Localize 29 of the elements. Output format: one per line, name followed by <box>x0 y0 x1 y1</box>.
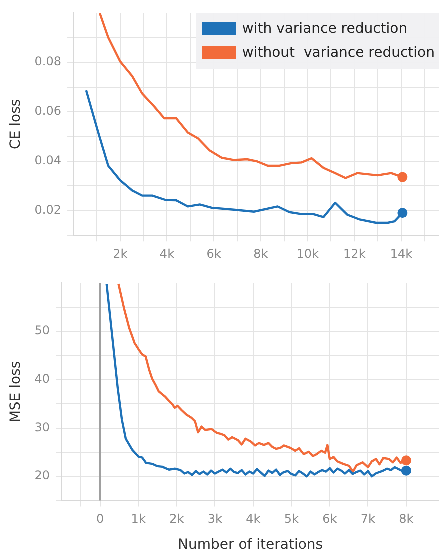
x-tick-label: 6k <box>206 246 222 261</box>
x-tick-label: 8k <box>399 512 414 526</box>
x-tick-label: 2k <box>113 246 128 261</box>
y-tick-label: 0.04 <box>34 154 62 168</box>
x-tick-label: 12k <box>344 246 366 261</box>
y-tick-label: 0.02 <box>34 203 62 218</box>
y-axis-title: CE loss <box>8 99 24 150</box>
y-tick-label: 0.06 <box>34 104 62 118</box>
y-tick-label: 40 <box>34 372 50 386</box>
y-axis-title: MSE loss <box>8 361 24 423</box>
x-tick-label: 7k <box>360 512 376 526</box>
legend-label: without variance reduction <box>242 44 436 61</box>
x-tick-label: 1k <box>131 512 146 526</box>
x-tick-label: 3k <box>208 512 222 526</box>
x-axis-title: Number of iterations <box>178 537 324 554</box>
x-tick-label: 10k <box>296 246 319 261</box>
x-tick-label: 5k <box>284 512 300 526</box>
x-tick-label: 2k <box>170 512 184 526</box>
x-tick-label: 6k <box>322 512 338 526</box>
y-tick-label: 0.08 <box>34 54 62 69</box>
x-tick-label: 4k <box>160 246 175 261</box>
y-tick-label: 50 <box>34 324 50 338</box>
legend-label: with variance reduction <box>242 20 408 37</box>
x-tick-label: 0 <box>96 512 104 526</box>
x-tick-label: 4k <box>246 512 261 526</box>
x-tick-label: 8k <box>254 246 268 261</box>
y-tick-label: 20 <box>34 468 50 483</box>
x-tick-label: 14k <box>390 246 413 261</box>
y-tick-label: 30 <box>34 420 50 434</box>
